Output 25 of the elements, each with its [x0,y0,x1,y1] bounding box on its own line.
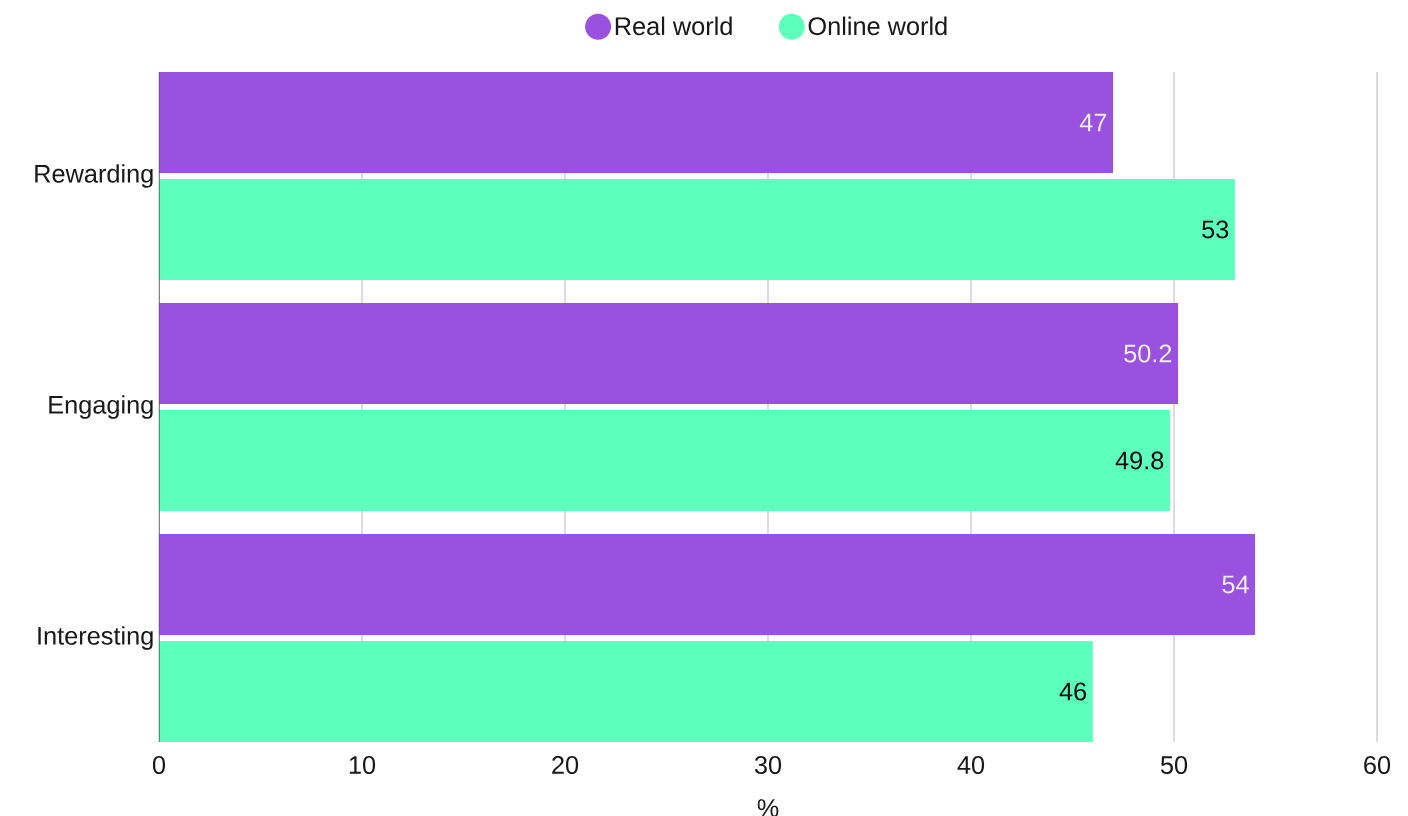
bar [159,178,1235,280]
data-label: 46 [1059,682,1087,701]
x-tick-label: 0 [152,756,166,774]
x-axis-title: % [757,799,779,816]
data-label: 49.8 [1115,451,1164,470]
y-tick-label: Interesting [38,626,153,650]
data-label: 50.2 [1124,344,1172,363]
bar [159,409,1170,511]
x-tick-label: 60 [1364,756,1391,774]
data-label: 47 [1079,113,1107,132]
data-label: 53 [1202,220,1229,239]
y-tick-label: Engaging [49,395,153,419]
bar [159,534,1256,636]
x-tick-label: 30 [754,756,782,774]
legend-label: Online world [808,16,947,36]
bar [159,303,1179,404]
x-tick-label: 10 [349,756,376,774]
x-tick-label: 50 [1160,756,1188,774]
y-tick-label: Rewarding [35,164,153,188]
bar [159,641,1093,742]
legend-label: Real world [615,16,732,36]
x-tick-label: 20 [552,756,579,774]
x-tick-label: 40 [957,756,985,774]
bar [159,71,1114,173]
data-label: 54 [1222,575,1249,594]
